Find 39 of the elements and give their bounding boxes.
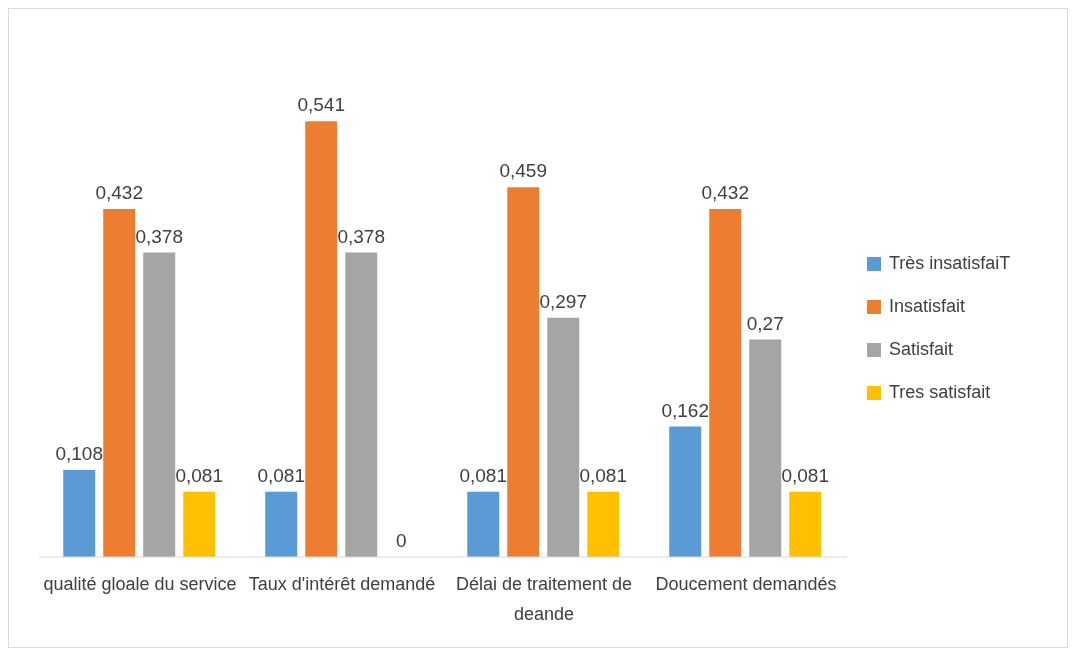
data-label: 0,27 (746, 312, 784, 334)
bar (789, 491, 822, 557)
bar (467, 491, 500, 557)
x-tick-label: Taux d'intérêt demandé (248, 573, 436, 594)
legend-label: Satisfait (889, 339, 954, 360)
legend-label: Insatisfait (889, 296, 966, 317)
data-label: 0,297 (539, 290, 588, 312)
bar (305, 121, 338, 557)
bar (345, 252, 378, 557)
bar (547, 317, 580, 557)
bar (749, 339, 782, 557)
data-label: 0,081 (175, 464, 224, 486)
data-label: 0,081 (781, 464, 830, 486)
data-label: 0,378 (337, 225, 386, 247)
data-label: 0,459 (499, 160, 548, 182)
data-label: 0,081 (459, 464, 508, 486)
data-label: 0 (395, 529, 407, 551)
bar (507, 187, 540, 557)
data-label: 0,541 (297, 94, 346, 116)
data-label: 0,432 (95, 182, 144, 204)
bar (103, 209, 136, 557)
bar (183, 491, 216, 557)
data-label: 0,081 (257, 464, 306, 486)
bar (669, 426, 702, 557)
legend-label: Tres satisfait (889, 382, 991, 403)
bar (587, 491, 620, 557)
x-tick-label: Doucement demandés (655, 573, 837, 594)
legend-label: Très insatisfaiT (889, 253, 1011, 274)
bar (265, 491, 298, 557)
bar (709, 209, 742, 557)
x-tick-label: qualité gloale du service (43, 573, 237, 594)
data-label: 0,081 (579, 464, 628, 486)
bar (63, 470, 96, 557)
bar (143, 252, 176, 557)
data-label: 0,108 (55, 443, 104, 465)
x-tick-label: Délai de traitement de deande (455, 573, 633, 624)
data-label: 0,162 (661, 399, 710, 421)
data-label: 0,378 (135, 225, 184, 247)
data-label: 0,432 (701, 182, 750, 204)
